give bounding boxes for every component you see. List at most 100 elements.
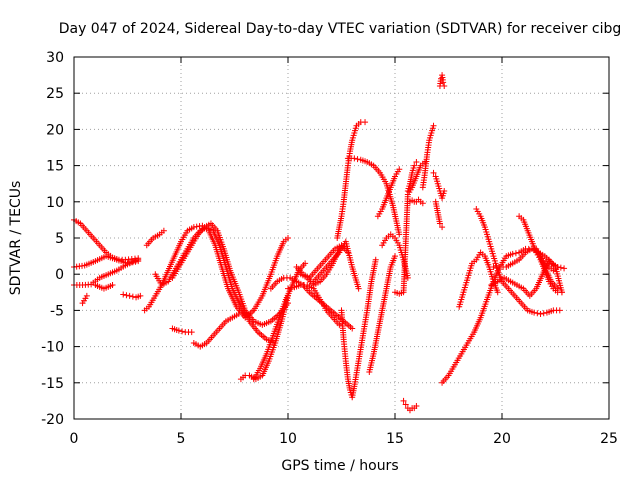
data-point: [120, 291, 127, 298]
data-point: [430, 169, 437, 176]
data-point: [404, 274, 411, 281]
data-point: [413, 158, 420, 165]
data-point: [557, 264, 564, 271]
series-f: [120, 291, 144, 301]
series-p: [285, 282, 343, 328]
data-point: [129, 293, 136, 300]
data-point: [336, 321, 343, 328]
plot-frame: [73, 56, 610, 420]
data-point: [285, 235, 291, 241]
series-d: [92, 282, 116, 292]
series-k: [169, 325, 195, 336]
data-point: [440, 79, 447, 86]
series-aa: [404, 158, 420, 194]
data-point: [126, 292, 133, 299]
data-point: [556, 307, 563, 314]
y-tick-labels: -20 -15 -10 -5 0 5 10 15 20 25 30: [41, 50, 64, 428]
x-tick-label: 15: [386, 431, 404, 447]
y-tick-label: 20: [46, 122, 64, 138]
y-axis-label: SDTVAR / TECUs: [8, 181, 24, 296]
chart-title: Day 047 of 2024, Sidereal Day-to-day VTE…: [59, 21, 622, 37]
series-v: [374, 166, 403, 220]
data-point: [509, 250, 516, 257]
y-tick-label: 25: [46, 86, 64, 102]
y-tick-label: -10: [41, 340, 64, 356]
series-ai: [456, 249, 501, 310]
data-point: [436, 220, 443, 227]
data-point: [135, 256, 142, 263]
data-point: [137, 292, 144, 299]
data-point: [109, 282, 116, 289]
series-e: [79, 292, 90, 307]
x-tick-label: 25: [600, 431, 618, 447]
data-point: [372, 256, 379, 263]
series-l: [190, 311, 242, 350]
data-point: [561, 265, 568, 272]
y-tick-label: 10: [46, 195, 64, 211]
x-tick-labels: 0 5 10 15 20 25: [70, 431, 618, 447]
data-point: [554, 263, 561, 270]
y-tick-label: 30: [46, 50, 64, 66]
data-points: [71, 72, 568, 414]
data-point: [531, 309, 538, 316]
data-point: [362, 119, 369, 126]
series-c: [71, 256, 142, 289]
data-point: [392, 253, 398, 260]
y-tick-label: 5: [55, 231, 64, 247]
data-point: [288, 284, 295, 291]
data-point: [123, 292, 130, 299]
data-point: [540, 310, 547, 317]
data-point: [175, 327, 182, 334]
series-w: [338, 256, 379, 401]
data-point: [396, 166, 403, 173]
data-point: [285, 285, 291, 292]
data-point: [83, 292, 90, 299]
series-b: [71, 253, 142, 270]
y-tick-label: 15: [46, 159, 64, 175]
series-af: [432, 198, 446, 231]
series-an: [533, 245, 561, 274]
data-point: [441, 82, 448, 89]
y-tick-label: -20: [41, 412, 64, 428]
data-point: [349, 325, 356, 332]
series-s: [310, 238, 362, 292]
series-x: [366, 253, 398, 375]
x-tick-label: 20: [493, 431, 511, 447]
x-tick-label: 10: [279, 431, 297, 447]
data-point: [430, 122, 437, 129]
y-tick-label: -5: [50, 303, 64, 319]
data-point: [411, 162, 418, 169]
data-point: [419, 200, 426, 207]
data-point: [400, 397, 407, 404]
data-point: [355, 285, 362, 292]
x-tick-label: 5: [177, 431, 186, 447]
data-point: [396, 231, 403, 238]
data-point: [179, 328, 186, 335]
x-axis-label: GPS time / hours: [281, 458, 398, 474]
data-point: [160, 227, 167, 234]
data-point: [441, 187, 448, 194]
data-point: [402, 401, 409, 408]
data-point: [494, 289, 501, 296]
data-point: [537, 311, 544, 318]
data-point: [534, 310, 541, 317]
y-tick-label: 0: [55, 267, 64, 283]
series-ad: [419, 122, 437, 191]
series-ae: [430, 169, 448, 202]
data-point: [413, 402, 420, 409]
data-point: [188, 329, 195, 336]
data-point: [439, 224, 446, 231]
data-point: [512, 250, 519, 257]
data-point: [558, 289, 565, 296]
series-h: [143, 227, 167, 249]
series-ac: [400, 397, 420, 414]
series-z: [392, 158, 428, 297]
series-am: [516, 213, 565, 296]
data-point: [302, 260, 309, 267]
data-point: [351, 155, 358, 162]
data-point: [354, 156, 361, 163]
series-n: [250, 260, 309, 383]
series-t: [334, 119, 369, 241]
x-tick-label: 0: [70, 431, 79, 447]
